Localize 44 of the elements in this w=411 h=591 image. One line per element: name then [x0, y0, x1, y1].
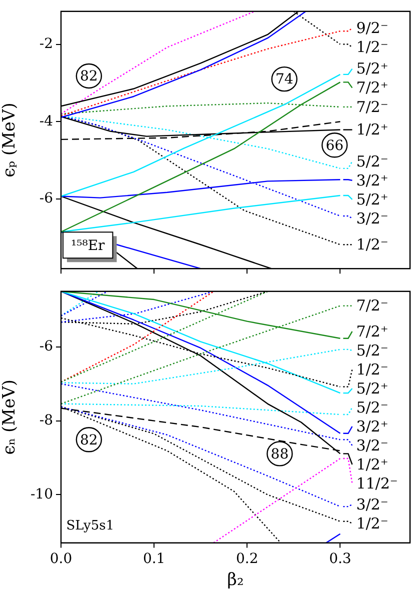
x-tick-label: 0.2 [236, 550, 258, 567]
legend-label: 9/2⁻ [356, 19, 388, 38]
legend-label: 3/2⁺ [356, 171, 388, 190]
y-tick-label: -10 [30, 486, 53, 502]
y-tick-label: -6 [39, 338, 54, 354]
legend-label: 5/2⁺ [356, 60, 388, 78]
legend-label: 7/2⁻ [356, 98, 388, 116]
legend-label: 5/2⁺ [356, 190, 388, 208]
x-tick-label: 0.3 [329, 550, 352, 567]
y-axis-title: ϵₚ (MeV) [0, 102, 20, 178]
legend-label: 3/2⁻ [356, 209, 388, 228]
annotation: 82 [80, 432, 98, 448]
annotation: 88 [270, 446, 289, 462]
legend-label: 5/2⁺ [356, 379, 388, 398]
legend-label: 3/2⁺ [356, 417, 388, 436]
annotation: 82 [80, 68, 98, 85]
annotation: SLy5s1 [66, 518, 114, 534]
line-series [61, 11, 256, 114]
annotation: 66 [326, 138, 344, 154]
series-label: 11/2⁻ [356, 474, 398, 492]
legend-label: 3/2⁻ [356, 436, 388, 454]
legend-label: 7/2⁺ [356, 78, 388, 97]
legend-label: 1/2⁻ [356, 236, 388, 254]
series-label: 3/2⁻ [356, 495, 388, 514]
legend-label: 1/2⁺ [356, 455, 388, 474]
annotation: 74 [275, 72, 294, 88]
x-tick-label: 0.0 [50, 550, 72, 567]
y-tick-label: -8 [39, 412, 53, 428]
x-axis-title: β₂ [227, 570, 244, 590]
y-tick-label: -6 [39, 190, 54, 207]
legend-label: 5/2⁻ [356, 398, 388, 416]
y-tick-label: -2 [39, 36, 53, 52]
y-tick-label: -4 [39, 113, 54, 130]
x-tick-label: 0.1 [142, 550, 166, 567]
annotation: ¹⁵⁸Er [70, 238, 106, 254]
legend-label: 7/2⁻ [356, 296, 388, 315]
legend-label: 1/2⁻ [356, 38, 388, 56]
legend-label: 5/2⁻ [356, 152, 388, 170]
legend-label: 1/2⁺ [356, 120, 388, 139]
legend-label: 1/2⁻ [356, 360, 388, 378]
y-axis-title: ϵₙ (MeV) [0, 379, 20, 455]
legend-label: 5/2⁻ [356, 341, 388, 360]
legend-label: 7/2⁺ [356, 322, 388, 340]
legend-label: 1/2⁻ [356, 514, 388, 532]
